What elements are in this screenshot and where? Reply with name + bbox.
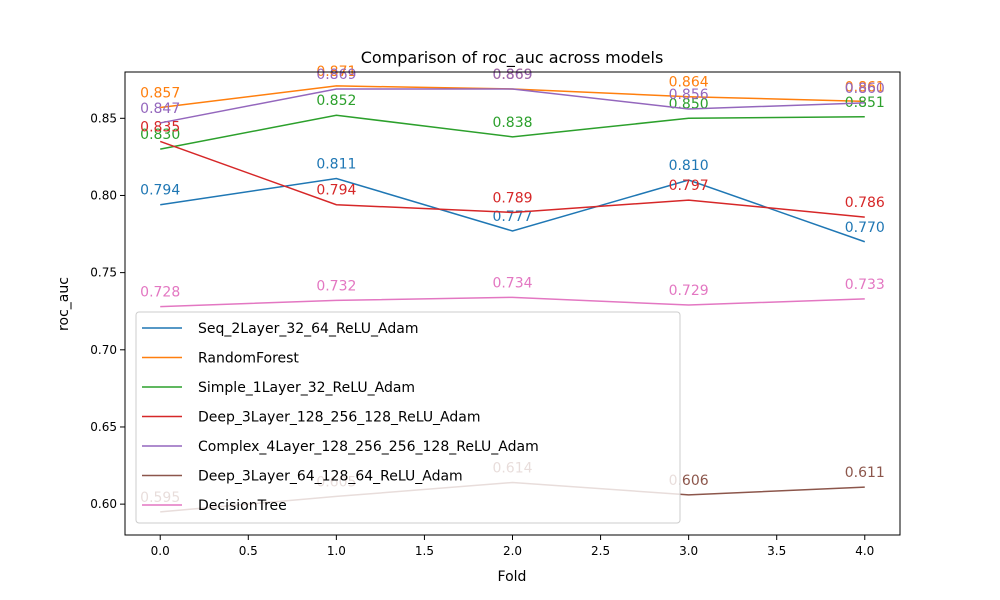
data-label: 0.794 (316, 183, 356, 199)
data-label: 0.770 (845, 220, 885, 236)
data-label: 0.857 (140, 85, 180, 101)
legend-label: Seq_2Layer_32_64_ReLU_Adam (198, 321, 418, 337)
legend-label: DecisionTree (198, 498, 287, 514)
legend-label: Deep_3Layer_64_128_64_ReLU_Adam (198, 469, 463, 485)
data-label: 0.852 (316, 93, 356, 109)
series-4: 0.847 0.869 0.869 0.856 0.860 (140, 67, 885, 124)
x-tick-label: 2.0 (503, 544, 522, 558)
data-label: 0.777 (492, 209, 532, 225)
series-line (160, 296, 865, 308)
x-tick-label: 1.0 (327, 544, 346, 558)
y-axis-label: roc_auc (56, 277, 72, 331)
legend-label: RandomForest (198, 351, 299, 367)
series-3: 0.835 0.794 0.789 0.797 0.786 (140, 119, 885, 218)
legend-item: Seq_2Layer_32_64_ReLU_Adam (142, 321, 418, 337)
legend-item: Simple_1Layer_32_ReLU_Adam (142, 380, 415, 396)
x-tick-label: 3.5 (767, 544, 786, 558)
data-label: 0.797 (669, 178, 709, 194)
x-axis-label: Fold (498, 569, 527, 585)
data-label: 0.786 (845, 195, 885, 211)
legend-item: Complex_4Layer_128_256_256_128_ReLU_Adam (142, 439, 539, 455)
x-tick-label: 4.0 (855, 544, 874, 558)
y-tick-label: 0.85 (90, 111, 117, 125)
data-label: 0.729 (669, 283, 709, 299)
legend: Seq_2Layer_32_64_ReLU_Adam RandomForest Si… (135, 311, 681, 524)
data-label: 0.611 (845, 465, 885, 481)
data-label: 0.860 (845, 81, 885, 97)
x-tick-label: 1.5 (415, 544, 434, 558)
data-label: 0.830 (140, 127, 180, 143)
legend-box (135, 311, 681, 524)
x-tick-label: 3.0 (679, 544, 698, 558)
data-label: 0.794 (140, 183, 180, 199)
data-label: 0.835 (140, 119, 180, 135)
data-label: 0.856 (669, 87, 709, 103)
legend-label: Simple_1Layer_32_ReLU_Adam (198, 380, 415, 396)
data-label: 0.789 (492, 190, 532, 206)
data-label: 0.861 (845, 79, 885, 95)
series-line (159, 140, 865, 218)
legend-item: DecisionTree (142, 498, 287, 514)
legend-item: Deep_3Layer_128_256_128_ReLU_Adam (142, 410, 481, 426)
data-label: 0.811 (316, 156, 356, 172)
data-label: 0.869 (316, 67, 356, 83)
data-label: 0.869 (492, 67, 532, 83)
legend-label: Deep_3Layer_128_256_128_ReLU_Adam (198, 410, 481, 426)
series-0: 0.794 0.811 0.777 0.810 0.770 (140, 156, 885, 243)
data-label: 0.733 (845, 277, 885, 293)
y-axis: 0.60 0.65 0.70 0.75 0.80 0.85 (90, 111, 125, 511)
y-tick-label: 0.60 (90, 497, 117, 511)
data-label: 0.810 (669, 158, 709, 174)
y-tick-label: 0.65 (90, 420, 117, 434)
data-label: 0.864 (669, 75, 709, 91)
series-line (160, 177, 866, 243)
data-label: 0.728 (140, 285, 180, 301)
series-6: 0.728 0.732 0.734 0.729 0.733 (140, 275, 885, 308)
chart-title: Comparison of roc_auc across models (361, 48, 664, 68)
legend-item: Deep_3Layer_64_128_64_ReLU_Adam (142, 469, 463, 485)
legend-item: RandomForest (142, 351, 299, 367)
data-label: 0.734 (492, 275, 532, 291)
y-tick-label: 0.80 (90, 188, 117, 202)
x-tick-label: 2.5 (591, 544, 610, 558)
x-tick-label: 0.5 (239, 544, 258, 558)
y-tick-label: 0.70 (90, 343, 117, 357)
y-tick-label: 0.75 (90, 266, 117, 280)
data-label: 0.851 (845, 95, 885, 111)
data-label: 0.847 (140, 101, 180, 117)
data-label: 0.838 (492, 115, 532, 131)
legend-label: Complex_4Layer_128_256_256_128_ReLU_Adam (198, 439, 539, 455)
x-tick-label: 0.0 (151, 544, 170, 558)
series-line (160, 114, 865, 150)
x-axis: 0.0 0.5 1.0 1.5 2.0 2.5 3.0 3.5 4.0 (151, 535, 874, 558)
series-line (160, 88, 865, 124)
data-label: 0.732 (316, 278, 356, 294)
data-label: 0.869 (492, 67, 532, 83)
